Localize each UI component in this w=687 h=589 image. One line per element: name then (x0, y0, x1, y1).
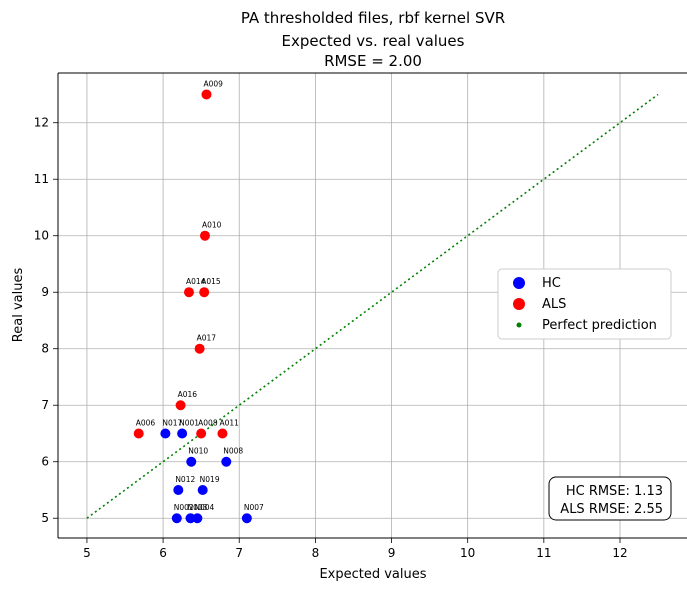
x-tick-label: 7 (235, 546, 243, 560)
legend-label-hc: HC (542, 276, 561, 291)
y-tick-label: 10 (34, 229, 49, 243)
legend: HC ALS Perfect prediction (497, 268, 672, 340)
chart-title-line-2: Expected vs. real values (282, 32, 465, 50)
perfect-prediction-line (86, 93, 659, 519)
y-tick-label: 7 (41, 398, 49, 412)
point-n007 (241, 513, 252, 524)
chart-title-line-3: RMSE = 2.00 (324, 52, 422, 70)
y-tick-label: 5 (41, 511, 49, 525)
y-axis-label: Real values (11, 268, 26, 343)
rmse-annotation-box (548, 476, 672, 521)
legend-marker-als (513, 298, 525, 310)
point-a008 (196, 428, 207, 439)
point-a006 (133, 428, 144, 439)
legend-label-als: ALS (542, 297, 566, 312)
point-label-a014: A014 (186, 277, 206, 286)
point-label-n017: N017 (162, 418, 182, 427)
x-axis-label: Expected values (319, 567, 426, 582)
point-a010 (199, 230, 210, 241)
grid-lines (58, 73, 687, 538)
x-tick-labels: 5 6 7 8 9 10 11 12 (83, 546, 628, 560)
point-label-n007: N007 (244, 503, 264, 512)
x-tick-label: 12 (612, 546, 627, 560)
rmse-als: ALS RMSE: 2.55 (560, 502, 663, 517)
point-n001 (177, 428, 188, 439)
y-tick-label: 12 (34, 116, 49, 130)
point-label-a016: A016 (178, 390, 198, 399)
point-label-a009: A009 (203, 79, 223, 88)
point-label-n008: N008 (223, 447, 243, 456)
point-label-n019: N019 (200, 475, 220, 484)
point-a009 (201, 89, 212, 100)
point-a016 (175, 400, 186, 411)
x-tick-label: 11 (536, 546, 551, 560)
x-tick-label: 8 (312, 546, 320, 560)
point-label-a017: A017 (197, 334, 217, 343)
legend-marker-hc (513, 277, 525, 289)
y-tick-label: 11 (34, 172, 49, 186)
point-label-n001: N001 (179, 418, 199, 427)
y-tick-label: 8 (41, 342, 49, 356)
point-a015 (199, 287, 210, 298)
point-label-a015: A015 (201, 277, 221, 286)
y-tick-labels: 5 6 7 8 9 10 11 12 (34, 116, 49, 526)
point-n002 (171, 513, 182, 524)
point-a014 (183, 287, 194, 298)
x-tick-label: 6 (159, 546, 167, 560)
point-label-n003: N003 (188, 503, 208, 512)
axes (53, 72, 687, 543)
point-label-n010: N010 (188, 447, 208, 456)
point-n003 (185, 513, 196, 524)
chart-title: PA thresholded files, rbf kernel SVR Exp… (241, 9, 505, 70)
point-label-a006: A006 (136, 418, 156, 427)
point-n019 (197, 484, 208, 495)
point-n010 (186, 456, 197, 467)
point-a017 (194, 343, 205, 354)
point-label-n004: N004 (194, 503, 214, 512)
rmse-annotation: HC RMSE: 1.13 ALS RMSE: 2.55 (548, 476, 672, 521)
point-label-a010: A010 (202, 221, 222, 230)
x-tick-label: 10 (460, 546, 475, 560)
point-label-a008: A008 (198, 418, 218, 427)
y-tick-label: 9 (41, 285, 49, 299)
point-a011 (217, 428, 228, 439)
legend-label-perfect: Perfect prediction (542, 318, 657, 333)
x-tick-label: 9 (388, 546, 396, 560)
chart-title-line-1: PA thresholded files, rbf kernel SVR (241, 9, 505, 27)
point-label-n002: N002 (174, 503, 194, 512)
point-n017 (160, 428, 171, 439)
legend-box (497, 268, 672, 340)
point-n004 (192, 513, 203, 524)
rmse-hc: HC RMSE: 1.13 (566, 484, 663, 499)
point-label-n012: N012 (175, 475, 195, 484)
point-label-a011: A011 (219, 418, 239, 427)
x-tick-label: 5 (83, 546, 91, 560)
point-n008 (221, 456, 232, 467)
legend-marker-perfect (516, 322, 522, 328)
data-points (133, 89, 252, 524)
y-tick-label: 6 (41, 455, 49, 469)
point-n012 (173, 484, 184, 495)
